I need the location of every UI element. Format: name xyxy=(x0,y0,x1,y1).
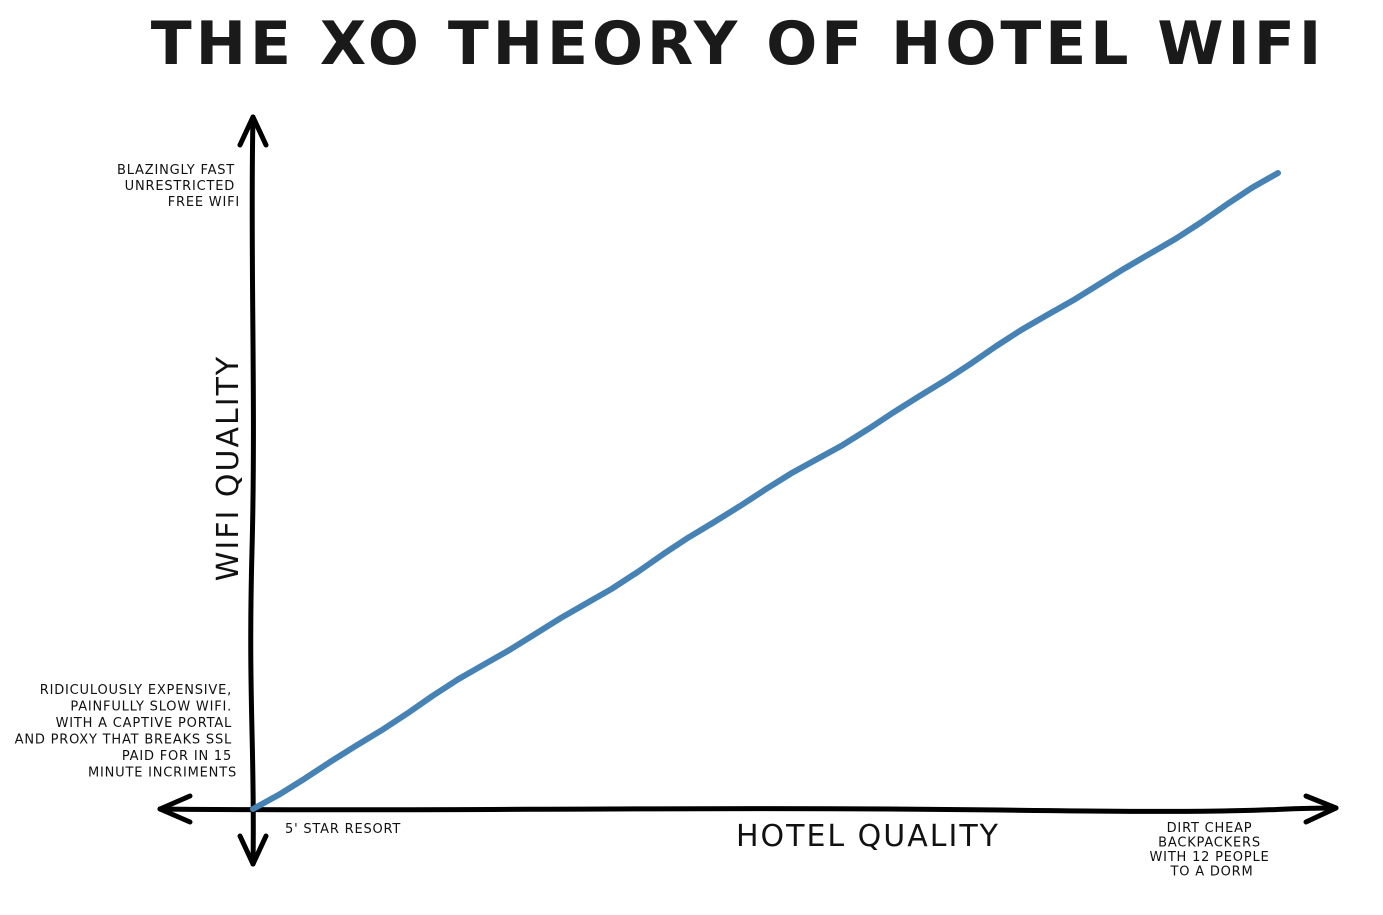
annotation-y-low-line: PAINFULLY SLOW WIFI. xyxy=(70,700,232,715)
y-axis xyxy=(248,114,256,867)
chart-title: THE XO THEORY OF HOTEL WIFI xyxy=(151,9,1325,79)
y-axis-arrow-bottom xyxy=(237,833,269,867)
annotation-y-low-line: PAID FOR IN 15 xyxy=(122,749,232,764)
series-line-0 xyxy=(250,170,1281,812)
annotation-y-low-line: WITH A CAPTIVE PORTAL xyxy=(56,716,232,731)
annotation-x-high-line: WITH 12 PEOPLE xyxy=(1150,850,1270,865)
annotation-x-high-line: BACKPACKERS xyxy=(1158,836,1261,851)
annotation-x-high-line: TO A DORM xyxy=(1169,865,1253,880)
x-axis-arrow-left xyxy=(157,793,193,825)
annotation-y-high: BLAZINGLY FAST UNRESTRICTED FREE WIFI xyxy=(117,163,240,210)
y-axis-arrow-top xyxy=(237,114,269,148)
annotation-x-low: 5' STAR RESORT xyxy=(285,822,401,837)
annotation-x-low-line: 5' STAR RESORT xyxy=(285,822,401,837)
annotation-y-high-line: BLAZINGLY FAST xyxy=(117,163,235,178)
annotation-y-low-line: MINUTE INCRIMENTS xyxy=(88,766,237,781)
x-axis xyxy=(157,805,1339,814)
annotation-y-low: RIDICULOUSLY EXPENSIVE, PAINFULLY SLOW W… xyxy=(15,683,237,781)
y-axis-label: WIFI QUALITY xyxy=(211,355,246,581)
x-axis-label: HOTEL QUALITY xyxy=(736,819,1000,854)
series-layer xyxy=(250,170,1281,812)
annotation-y-high-line: UNRESTRICTED xyxy=(125,179,235,194)
annotation-x-high-line: DIRT CHEAP xyxy=(1167,821,1253,836)
annotation-x-high: DIRT CHEAP BACKPACKERS WITH 12 PEOPLE TO… xyxy=(1150,821,1275,880)
annotation-y-low-line: RIDICULOUSLY EXPENSIVE, xyxy=(40,683,232,698)
annotation-y-low-line: AND PROXY THAT BREAKS SSL xyxy=(15,733,232,748)
x-axis-arrow-right xyxy=(1303,793,1339,825)
annotation-y-high-line: FREE WIFI xyxy=(168,195,240,210)
